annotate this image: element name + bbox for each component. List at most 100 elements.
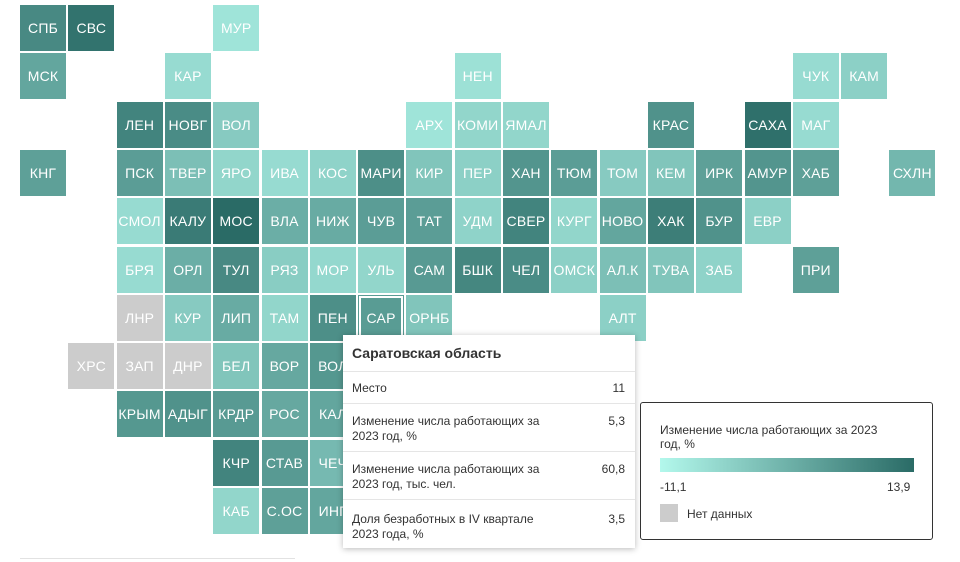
no-data-swatch xyxy=(660,504,678,522)
tooltip-row-label: Место xyxy=(352,381,387,395)
region-tile[interactable]: АЛ.К xyxy=(599,246,646,293)
region-tile[interactable]: МСК xyxy=(20,53,66,100)
region-tile[interactable]: СХЛН xyxy=(889,149,936,196)
region-tile[interactable]: С.ОС xyxy=(261,488,308,534)
region-tile[interactable]: СВЕР xyxy=(503,198,549,245)
region-tile[interactable]: ХАБ xyxy=(792,149,839,196)
region-tile[interactable]: ЛЕН xyxy=(116,101,163,148)
region-tile[interactable]: ДНР xyxy=(164,343,211,390)
region-tile[interactable]: ЧЕЛ xyxy=(503,246,549,293)
color-legend: Изменение числа работающих за 2023 год, … xyxy=(640,402,933,540)
region-tile[interactable]: СТАВ xyxy=(261,439,308,486)
region-tile[interactable]: ТАМ xyxy=(261,294,308,341)
region-tile[interactable]: ХРС xyxy=(68,343,115,390)
region-tile[interactable]: ТОМ xyxy=(599,149,646,196)
region-tile[interactable]: МУР xyxy=(213,5,260,51)
region-tile[interactable]: ЗАБ xyxy=(696,246,743,293)
region-tile[interactable]: НОВГ xyxy=(164,101,211,148)
region-tile[interactable]: КАЛУ xyxy=(164,198,211,245)
region-tile[interactable]: ПРИ xyxy=(792,246,839,293)
region-tile[interactable]: КОС xyxy=(309,149,356,196)
region-tile[interactable]: КИР xyxy=(406,149,453,196)
region-tile[interactable]: ТАТ xyxy=(406,198,453,245)
region-tile[interactable]: ХАН xyxy=(503,149,549,196)
region-tooltip: Саратовская область Место 11 Изменение ч… xyxy=(343,335,635,548)
region-tile[interactable]: КАБ xyxy=(213,488,260,534)
region-tile[interactable]: КАМ xyxy=(841,53,888,100)
region-tile[interactable]: НОВО xyxy=(599,198,646,245)
region-tile[interactable]: КЧР xyxy=(213,439,260,486)
divider xyxy=(20,558,295,559)
region-tile[interactable]: КРДР xyxy=(213,391,260,438)
region-tile[interactable]: ЧУК xyxy=(792,53,839,100)
no-data-label: Нет данных xyxy=(687,507,753,521)
region-tile[interactable]: КЕМ xyxy=(647,149,694,196)
region-tile[interactable]: ОМСК xyxy=(551,246,598,293)
tooltip-row-value: 5,3 xyxy=(608,414,625,428)
region-tile[interactable]: ТУВА xyxy=(647,246,694,293)
region-tile[interactable]: МОР xyxy=(309,246,356,293)
tooltip-row-unemployment: Доля безработных в IV квартале 2023 года… xyxy=(343,499,635,548)
region-tile[interactable]: ЕВР xyxy=(744,198,791,245)
region-tile[interactable]: СПБ xyxy=(20,5,66,51)
region-tile[interactable]: СМОЛ xyxy=(116,198,163,245)
region-tile[interactable]: ЯМАЛ xyxy=(503,101,549,148)
region-tile[interactable]: ЛНР xyxy=(116,294,163,341)
region-tile[interactable]: КАР xyxy=(164,53,211,100)
region-tile[interactable]: ПСК xyxy=(116,149,163,196)
region-tile[interactable]: ВОЛ xyxy=(213,101,260,148)
region-tile[interactable]: ТЮМ xyxy=(551,149,598,196)
region-tile[interactable]: ОРНБ xyxy=(406,294,453,341)
tooltip-row-label: Доля безработных в IV квартале 2023 года… xyxy=(352,512,534,541)
region-tile[interactable]: УДМ xyxy=(454,198,501,245)
region-tile[interactable]: БУР xyxy=(696,198,743,245)
region-tile[interactable]: ИВА xyxy=(261,149,308,196)
region-tile[interactable]: РОС xyxy=(261,391,308,438)
region-tile[interactable]: ТУЛ xyxy=(213,246,260,293)
region-tile[interactable]: КРЫМ xyxy=(116,391,163,438)
region-tile[interactable]: ЛИП xyxy=(213,294,260,341)
region-tile[interactable]: БШК xyxy=(454,246,501,293)
region-tile[interactable]: КОМИ xyxy=(454,101,501,148)
region-tile[interactable]: ЗАП xyxy=(116,343,163,390)
region-tile[interactable]: ВЛА xyxy=(261,198,308,245)
region-tile[interactable]: ХАК xyxy=(647,198,694,245)
region-tile[interactable]: МАГ xyxy=(792,101,839,148)
region-tile[interactable]: АМУР xyxy=(744,149,791,196)
region-tile[interactable]: НЕН xyxy=(454,53,501,100)
region-tile[interactable]: РЯЗ xyxy=(261,246,308,293)
tooltip-row-rank: Место 11 xyxy=(343,371,635,403)
region-tile[interactable]: НИЖ xyxy=(309,198,356,245)
region-tile[interactable]: ТВЕР xyxy=(164,149,211,196)
region-tile[interactable]: БЕЛ xyxy=(213,343,260,390)
region-tile[interactable]: АДЫГ xyxy=(164,391,211,438)
region-tile[interactable]: СВС xyxy=(68,5,115,51)
region-tile[interactable]: САР xyxy=(358,294,405,341)
region-tile[interactable]: ПЕР xyxy=(454,149,501,196)
tooltip-row-value: 60,8 xyxy=(601,462,625,476)
region-tile[interactable]: ЧУВ xyxy=(358,198,405,245)
region-tile[interactable]: САМ xyxy=(406,246,453,293)
region-tile[interactable]: КНГ xyxy=(20,149,66,196)
region-tile[interactable]: АРХ xyxy=(406,101,453,148)
region-tile[interactable]: МАРИ xyxy=(358,149,405,196)
region-tile[interactable]: КУР xyxy=(164,294,211,341)
region-tile[interactable]: МОС xyxy=(213,198,260,245)
region-tile[interactable]: САХА xyxy=(744,101,791,148)
region-tile[interactable]: ПЕН xyxy=(309,294,356,341)
tooltip-row-change-pct: Изменение числа работающих за 2023 год, … xyxy=(343,403,635,451)
tooltip-row-change-abs: Изменение числа работающих за 2023 год, … xyxy=(343,451,635,499)
region-tile[interactable]: АЛТ xyxy=(599,294,646,341)
region-tile[interactable]: КУРГ xyxy=(551,198,598,245)
region-tile[interactable]: ВОР xyxy=(261,343,308,390)
region-tile[interactable]: УЛЬ xyxy=(358,246,405,293)
legend-title: Изменение числа работающих за 2023 год, … xyxy=(660,423,878,451)
region-tile[interactable]: ОРЛ xyxy=(164,246,211,293)
region-tile[interactable]: ЯРО xyxy=(213,149,260,196)
region-tile[interactable]: БРЯ xyxy=(116,246,163,293)
region-tile[interactable]: КРАС xyxy=(647,101,694,148)
tooltip-row-value: 11 xyxy=(612,381,625,395)
region-tile[interactable]: ИРК xyxy=(696,149,743,196)
legend-gradient-bar xyxy=(660,458,914,472)
